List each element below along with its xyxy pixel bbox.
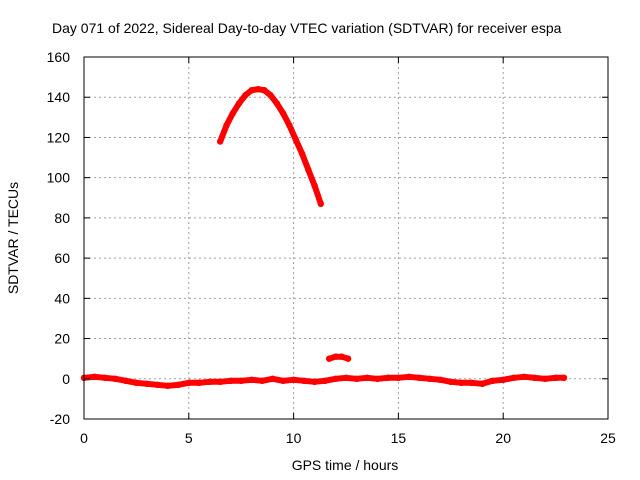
chart-title: Day 071 of 2022, Sidereal Day-to-day VTE… — [52, 20, 562, 36]
y-tick-label: 80 — [54, 210, 70, 226]
data-point-baseline — [468, 379, 475, 386]
x-tick-label: 5 — [185, 430, 193, 446]
data-point-baseline — [185, 379, 192, 386]
x-tick-label: 0 — [80, 430, 88, 446]
data-point-arc-high — [248, 87, 255, 94]
x-tick-label: 25 — [600, 430, 616, 446]
data-point-arc-high — [305, 166, 312, 173]
data-point-arc-high — [217, 138, 224, 145]
y-tick-label: 160 — [47, 49, 71, 65]
data-point-baseline — [321, 377, 329, 384]
x-tick-label: 15 — [391, 430, 407, 446]
data-point-baseline — [217, 378, 224, 385]
data-point-arc-high — [242, 92, 249, 99]
data-point-baseline — [206, 378, 213, 385]
data-point-arc-mid — [344, 355, 352, 362]
y-tick-label: 20 — [54, 331, 70, 347]
data-point-arc-high — [292, 136, 299, 143]
data-point-baseline — [521, 373, 528, 380]
data-point-baseline — [290, 376, 297, 383]
data-point-baseline — [560, 374, 568, 381]
data-point-arc-mid — [326, 355, 333, 362]
data-point-baseline — [552, 374, 559, 381]
data-point-baseline — [164, 382, 171, 389]
data-point-baseline — [259, 377, 266, 384]
data-point-arc-mid — [338, 353, 345, 360]
data-point-baseline — [101, 374, 109, 381]
data-point-baseline — [196, 379, 203, 386]
y-tick-label: 60 — [54, 250, 70, 266]
data-point-baseline — [279, 377, 287, 384]
plot-frame — [83, 56, 609, 420]
data-point-baseline — [426, 375, 433, 382]
data-point-baseline — [437, 376, 444, 383]
data-point-baseline — [91, 373, 98, 380]
tick-layer: 0 5 10 15 20 25 -20 0 20 40 60 80 100 120 140 160 — [47, 49, 616, 446]
data-point-baseline — [395, 374, 402, 381]
data-point-baseline — [248, 376, 255, 383]
data-point-baseline — [122, 377, 130, 384]
data-point-arc-high — [311, 182, 318, 189]
data-point-baseline — [143, 380, 151, 387]
data-point-baseline — [133, 379, 140, 386]
series-layer — [80, 86, 568, 389]
data-point-baseline — [489, 377, 496, 384]
data-point-baseline — [531, 374, 538, 381]
data-point-baseline — [447, 378, 454, 385]
data-point-baseline — [175, 381, 182, 388]
data-point-baseline — [510, 374, 517, 381]
x-tick-label: 20 — [495, 430, 511, 446]
x-tick-label: 10 — [286, 430, 302, 446]
data-point-arc-high — [273, 100, 280, 107]
data-point-baseline — [154, 381, 161, 388]
data-point-arc-high — [261, 87, 268, 94]
data-point-arc-high — [235, 100, 243, 107]
data-point-baseline — [269, 375, 276, 382]
data-point-baseline — [227, 377, 234, 384]
data-point-baseline — [300, 377, 308, 384]
x-axis-label: GPS time / hours — [292, 457, 399, 473]
data-point-arc-high — [279, 110, 287, 117]
data-point-arc-high — [229, 110, 236, 117]
data-point-baseline — [353, 375, 360, 382]
y-tick-label: 140 — [47, 89, 71, 105]
data-point-baseline — [500, 376, 507, 383]
data-point-arc-high — [298, 150, 306, 157]
data-point-baseline — [458, 379, 465, 386]
data-point-baseline — [479, 380, 486, 387]
data-point-arc-high — [317, 200, 324, 207]
data-point-arc-high — [223, 122, 230, 129]
data-point-arc-high — [286, 122, 293, 129]
data-point-baseline — [112, 375, 119, 382]
data-point-arc-high — [254, 86, 262, 93]
y-tick-label: 0 — [62, 371, 70, 387]
data-point-arc-mid — [332, 353, 339, 360]
data-point-baseline — [416, 374, 423, 381]
y-tick-label: 40 — [54, 290, 70, 306]
y-axis-label: SDTVAR / TECUs — [5, 182, 21, 294]
data-point-baseline — [311, 378, 318, 385]
data-point-baseline — [541, 375, 549, 382]
data-point-arc-high — [267, 92, 274, 99]
y-tick-label: 120 — [47, 129, 71, 145]
data-point-baseline — [374, 375, 381, 382]
y-tick-label: 100 — [47, 170, 71, 186]
y-tick-label: -20 — [50, 411, 70, 427]
data-point-baseline — [363, 374, 371, 381]
data-point-baseline — [405, 373, 413, 380]
data-point-baseline — [332, 375, 339, 382]
data-point-baseline — [384, 374, 392, 381]
data-point-baseline — [342, 374, 350, 381]
data-point-baseline — [238, 377, 245, 384]
